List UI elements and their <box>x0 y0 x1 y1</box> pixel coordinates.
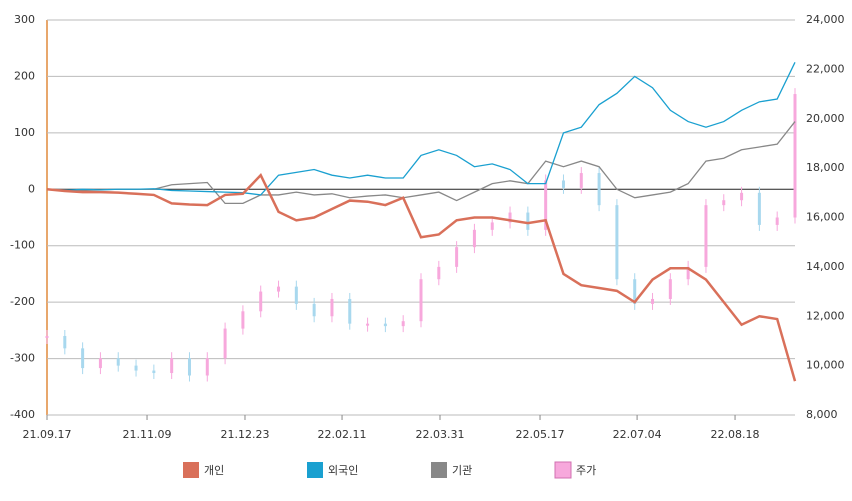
series-line <box>46 173 797 382</box>
candle <box>668 279 672 299</box>
candle <box>259 291 263 312</box>
x-tick-label: 22.08.18 <box>711 428 760 441</box>
candle <box>205 358 209 376</box>
candle <box>757 192 761 225</box>
legend-swatch <box>554 461 572 479</box>
candle <box>45 336 49 338</box>
candle <box>187 358 191 376</box>
candle <box>455 247 459 267</box>
candle <box>722 200 726 206</box>
y-tick-label: -100 <box>10 239 35 252</box>
legend-label: 개인 <box>204 464 224 477</box>
y2-tick-label: 12,000 <box>806 309 845 322</box>
candle <box>793 94 797 218</box>
candle <box>597 173 601 206</box>
legend-label: 주가 <box>576 464 596 477</box>
candle <box>134 365 138 371</box>
y-tick-label: -400 <box>10 408 35 421</box>
candle <box>615 205 619 280</box>
candle <box>401 321 405 327</box>
candle <box>561 180 565 188</box>
candle <box>348 298 352 324</box>
candle <box>277 286 281 292</box>
y2-tick-label: 24,000 <box>806 13 845 26</box>
y2-tick-label: 18,000 <box>806 161 845 174</box>
candle <box>437 266 441 280</box>
x-tick-label: 22.05.17 <box>516 428 565 441</box>
x-tick-label: 22.03.31 <box>416 428 465 441</box>
y-tick-label: 0 <box>28 182 35 195</box>
candle <box>170 358 174 374</box>
candle <box>98 358 102 369</box>
legend-label: 기관 <box>452 464 472 477</box>
candle <box>81 348 85 369</box>
candle <box>330 298 334 317</box>
y2-tick-label: 22,000 <box>806 62 845 75</box>
candle <box>579 173 583 188</box>
y2-tick-label: 16,000 <box>806 211 845 224</box>
y-tick-label: 100 <box>14 126 35 139</box>
x-tick-label: 21.09.17 <box>23 428 72 441</box>
y2-tick-label: 14,000 <box>806 260 845 273</box>
y2-tick-label: 8,000 <box>806 408 838 421</box>
legend-swatch <box>431 462 447 478</box>
x-tick-label: 21.11.09 <box>123 428 172 441</box>
candle <box>116 358 120 366</box>
candle <box>704 205 708 267</box>
candle <box>508 212 512 223</box>
legend-swatch <box>307 462 323 478</box>
series-line <box>46 62 796 196</box>
candle <box>63 336 67 349</box>
candle <box>294 286 298 304</box>
legend-swatch <box>183 462 199 478</box>
candle <box>526 212 530 230</box>
candle <box>312 303 316 317</box>
y-tick-label: -200 <box>10 295 35 308</box>
candle <box>383 323 387 327</box>
candle <box>490 222 494 230</box>
y2-tick-label: 20,000 <box>806 112 845 125</box>
candle <box>366 323 370 326</box>
candle <box>472 229 476 248</box>
x-tick-label: 21.12.23 <box>220 428 269 441</box>
candle <box>223 328 227 359</box>
y-tick-label: 200 <box>14 69 35 82</box>
y2-tick-label: 10,000 <box>806 359 845 372</box>
candle <box>633 279 637 304</box>
x-tick-label: 22.07.04 <box>613 428 662 441</box>
candle <box>740 192 744 201</box>
series-line <box>46 121 796 205</box>
candle <box>775 217 779 225</box>
candle <box>651 298 655 304</box>
candle <box>419 279 423 322</box>
x-tick-label: 22.02.11 <box>318 428 367 441</box>
candle <box>686 266 690 280</box>
candle <box>241 311 245 329</box>
y-tick-label: 300 <box>14 13 35 26</box>
y-tick-label: -300 <box>10 352 35 365</box>
candle <box>152 370 156 374</box>
candle <box>544 180 548 230</box>
legend-label: 외국인 <box>328 464 358 477</box>
